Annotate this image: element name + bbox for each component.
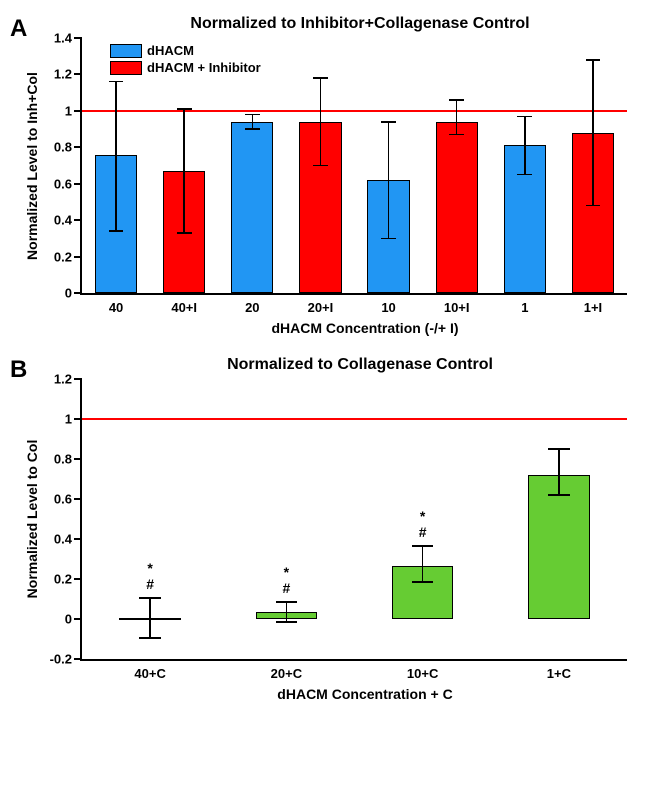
error-cap [381, 238, 396, 240]
reference-line [82, 418, 627, 420]
chart-a-title: Normalized to Inhibitor+Collagenase Cont… [70, 15, 650, 33]
error-bar [149, 598, 151, 638]
error-bar [592, 60, 594, 206]
error-cap [139, 597, 160, 599]
error-bar [115, 82, 117, 231]
error-cap [245, 114, 260, 116]
y-tick-label: 1 [40, 412, 72, 427]
error-cap [548, 494, 569, 496]
x-tick-label: 40+C [134, 666, 165, 681]
significance-hash: # [282, 580, 290, 596]
error-bar [183, 109, 185, 233]
panel-label-b: B [10, 356, 27, 384]
error-cap [139, 637, 160, 639]
y-tick-label: 1.2 [40, 372, 72, 387]
error-bar [422, 546, 424, 582]
bar [528, 475, 589, 619]
x-tick-label: 10+I [444, 300, 470, 315]
y-tick-label: 1 [40, 103, 72, 118]
y-tick-label: 0.4 [40, 213, 72, 228]
error-cap [412, 581, 433, 583]
significance-star: * [420, 508, 425, 524]
error-cap [245, 128, 260, 130]
reference-line [82, 110, 627, 112]
significance-hash: # [146, 576, 154, 592]
error-cap [276, 601, 297, 603]
significance-hash: # [419, 524, 427, 540]
error-cap [517, 116, 532, 118]
error-bar [456, 100, 458, 135]
chart-b: B Normalized to Collagenase Control Norm… [10, 356, 650, 702]
significance-star: * [147, 560, 152, 576]
error-cap [412, 545, 433, 547]
error-cap [109, 230, 124, 232]
y-tick-label: 0.8 [40, 140, 72, 155]
bar [231, 122, 273, 293]
y-tick-label: 0.2 [40, 249, 72, 264]
y-tick-label: -0.2 [40, 652, 72, 667]
y-tick-label: 0.2 [40, 572, 72, 587]
error-cap [449, 134, 464, 136]
x-tick-label: 20 [245, 300, 259, 315]
error-bar [388, 122, 390, 239]
error-cap [313, 165, 328, 167]
error-cap [276, 621, 297, 623]
y-tick-label: 0 [40, 286, 72, 301]
x-tick-label: 1+C [547, 666, 571, 681]
x-tick-label: 40 [109, 300, 123, 315]
chart-a-plot: Normalized Level to Inh+Col 00.20.40.60.… [80, 38, 627, 295]
bar [436, 122, 478, 293]
error-cap [548, 448, 569, 450]
chart-a-x-label: dHACM Concentration (-/+ I) [80, 320, 650, 336]
error-cap [586, 205, 601, 207]
error-bar [524, 116, 526, 174]
y-tick-label: 0.4 [40, 532, 72, 547]
error-cap [177, 232, 192, 234]
y-tick-label: 0.6 [40, 492, 72, 507]
x-tick-label: 20+I [308, 300, 334, 315]
chart-b-x-label: dHACM Concentration + C [80, 686, 650, 702]
x-tick-label: 20+C [271, 666, 302, 681]
x-tick-label: 40+I [171, 300, 197, 315]
x-tick-label: 1 [521, 300, 528, 315]
x-tick-label: 10 [381, 300, 395, 315]
y-tick-label: 0.8 [40, 452, 72, 467]
error-cap [586, 59, 601, 61]
error-cap [313, 77, 328, 79]
y-tick-label: 0.6 [40, 176, 72, 191]
x-tick-label: 1+I [584, 300, 602, 315]
error-cap [177, 108, 192, 110]
error-bar [558, 449, 560, 495]
significance-star: * [284, 564, 289, 580]
error-cap [517, 174, 532, 176]
y-tick-label: 1.4 [40, 31, 72, 46]
y-tick-label: 1.2 [40, 67, 72, 82]
x-tick-label: 10+C [407, 666, 438, 681]
error-bar [286, 602, 288, 622]
error-cap [109, 81, 124, 83]
error-bar [320, 78, 322, 165]
error-cap [381, 121, 396, 123]
panel-label-a: A [10, 15, 27, 43]
chart-a: A Normalized to Inhibitor+Collagenase Co… [10, 15, 650, 336]
error-cap [449, 99, 464, 101]
error-bar [252, 115, 254, 130]
chart-b-title: Normalized to Collagenase Control [70, 356, 650, 374]
chart-b-plot: Normalized Level to Col -0.200.20.40.60.… [80, 379, 627, 661]
y-tick-label: 0 [40, 612, 72, 627]
